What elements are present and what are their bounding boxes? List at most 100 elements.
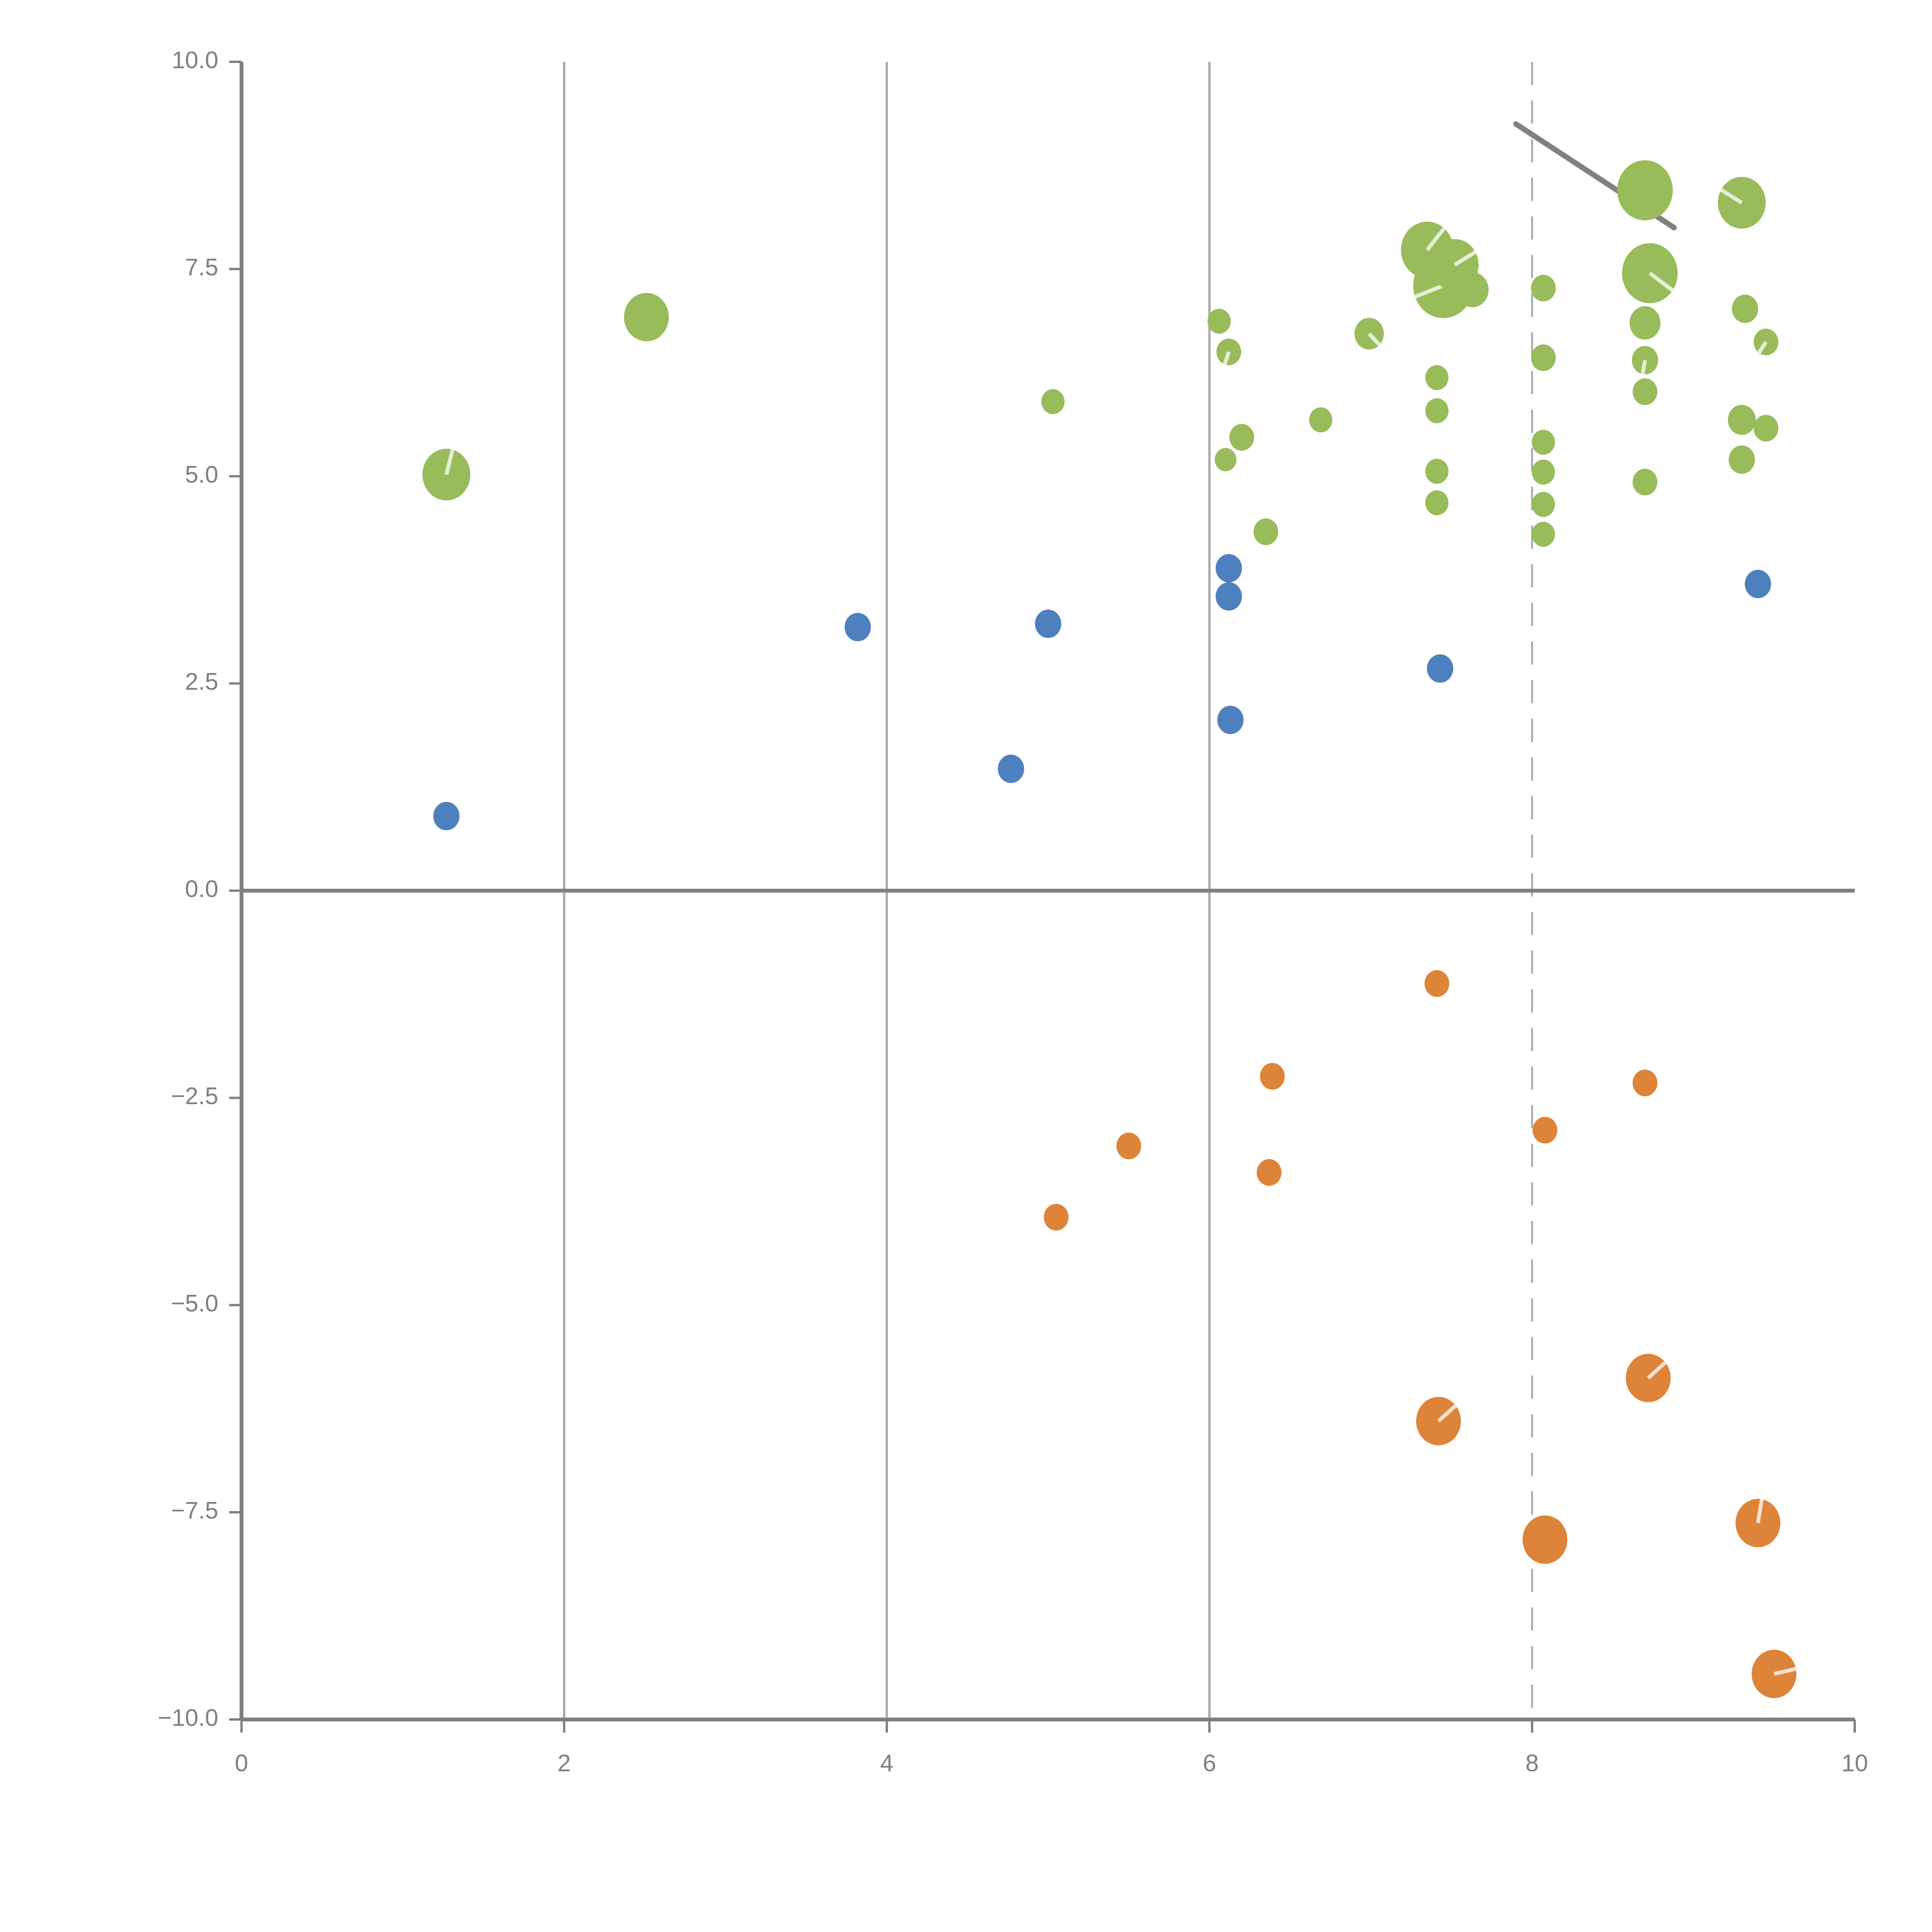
- y-tick-label: 7.5: [185, 254, 218, 281]
- marker-body: [1309, 407, 1333, 433]
- marker-wedge-edge: [1720, 188, 1743, 204]
- marker-body: [1416, 1397, 1461, 1446]
- marker-blue-8: [1745, 570, 1771, 599]
- marker-body: [844, 613, 871, 641]
- marker-body: [1633, 468, 1658, 496]
- marker-green-23: [1532, 522, 1555, 547]
- data-markers: [422, 160, 1797, 1698]
- marker-orange-4: [1116, 1133, 1141, 1160]
- marker-body: [624, 293, 669, 342]
- marker-body: [1531, 344, 1556, 371]
- marker-body: [998, 754, 1024, 783]
- marker-green-13: [1456, 272, 1489, 308]
- marker-body: [1425, 490, 1449, 515]
- marker-body: [1257, 1159, 1282, 1186]
- y-tick-label: −7.5: [171, 1497, 218, 1524]
- marker-body: [1522, 1515, 1568, 1564]
- marker-green-15: [1425, 398, 1449, 423]
- marker-orange-6: [1044, 1204, 1069, 1231]
- tick-labels: 10.0 7.5 5.0 2.5 0.0 −2.5 −5.0 −7.5 −10.0 0 2 4 6 8 10: [158, 47, 1868, 1777]
- marker-body: [1732, 294, 1759, 323]
- marker-green-14: [1425, 365, 1449, 390]
- marker-blue-6: [1217, 706, 1244, 734]
- y-tick-label: −10.0: [158, 1704, 218, 1731]
- marker-blue-7: [1427, 654, 1454, 683]
- marker-green-5: [1214, 448, 1236, 471]
- y-tick-label: 10.0: [172, 47, 218, 73]
- marker-body: [1532, 459, 1555, 485]
- x-tick-label: 10: [1842, 1750, 1868, 1777]
- marker-green-30: [1718, 177, 1766, 229]
- marker-green-6: [1229, 424, 1254, 451]
- marker-wedge-edge: [1647, 1361, 1667, 1379]
- marker-wedge-edge: [1757, 341, 1768, 354]
- marker-body: [1745, 570, 1771, 599]
- marker-blue-5: [1216, 582, 1242, 611]
- marker-body: [1427, 654, 1454, 683]
- marker-green-21: [1532, 459, 1555, 485]
- marker-green-28: [1633, 378, 1658, 405]
- marker-body: [1041, 389, 1065, 414]
- marker-orange-7: [1626, 1354, 1671, 1402]
- marker-body: [1532, 430, 1555, 455]
- marker-body: [1753, 415, 1779, 442]
- marker-blue-1: [844, 613, 871, 641]
- marker-green-20: [1532, 430, 1555, 455]
- marker-green-27: [1632, 346, 1658, 375]
- marker-orange-3: [1532, 1117, 1558, 1144]
- marker-wedge-edge: [1453, 250, 1476, 267]
- marker-orange-0: [1424, 970, 1449, 997]
- marker-wedge-edge: [1414, 284, 1444, 299]
- marker-green-17: [1425, 490, 1449, 515]
- marker-green-31: [1732, 294, 1759, 323]
- marker-body: [1253, 518, 1279, 545]
- marker-orange-1: [1260, 1063, 1285, 1090]
- x-tick-label: 2: [558, 1750, 571, 1777]
- marker-green-24: [1617, 160, 1673, 221]
- marker-body: [1425, 398, 1449, 423]
- marker-green-3: [1208, 308, 1231, 334]
- marker-body: [1044, 1204, 1069, 1231]
- marker-green-22: [1532, 492, 1555, 517]
- marker-green-35: [1728, 445, 1755, 474]
- marker-orange-11: [1752, 1650, 1797, 1698]
- marker-body: [1425, 365, 1449, 390]
- marker-wedge-edge: [1774, 1667, 1797, 1676]
- marker-green-16: [1425, 459, 1449, 484]
- marker-orange-2: [1633, 1070, 1658, 1097]
- marker-body: [433, 802, 460, 830]
- marker-green-1: [624, 293, 669, 342]
- marker-body: [1425, 459, 1449, 484]
- marker-blue-0: [433, 802, 460, 830]
- marker-body: [1632, 346, 1658, 374]
- marker-body: [1633, 378, 1658, 405]
- marker-body: [1531, 275, 1556, 302]
- marker-orange-10: [1522, 1515, 1568, 1564]
- marker-blue-2: [998, 754, 1024, 783]
- y-tick-label: 5.0: [185, 461, 218, 488]
- marker-body: [1728, 405, 1756, 435]
- marker-body: [1728, 445, 1755, 474]
- marker-wedge-edge: [444, 449, 455, 475]
- marker-wedge-edge: [1756, 1499, 1764, 1524]
- marker-green-2: [1041, 389, 1065, 414]
- marker-body: [1260, 1063, 1285, 1090]
- marker-body: [1617, 160, 1673, 221]
- marker-green-19: [1531, 344, 1556, 371]
- marker-body: [1633, 1070, 1658, 1097]
- marker-wedge-edge: [1437, 1404, 1457, 1423]
- marker-body: [1735, 1498, 1781, 1548]
- marker-body: [1532, 522, 1555, 547]
- marker-body: [1035, 609, 1061, 638]
- marker-orange-8: [1416, 1397, 1461, 1446]
- marker-green-7: [1253, 518, 1279, 545]
- marker-body: [1217, 706, 1244, 734]
- y-tick-label: −5.0: [171, 1290, 218, 1317]
- marker-orange-9: [1735, 1498, 1781, 1548]
- marker-body: [1629, 306, 1661, 340]
- marker-body: [1216, 582, 1242, 611]
- marker-green-0: [422, 449, 471, 501]
- marker-wedge-edge: [1641, 360, 1647, 375]
- x-tick-label: 8: [1526, 1750, 1539, 1777]
